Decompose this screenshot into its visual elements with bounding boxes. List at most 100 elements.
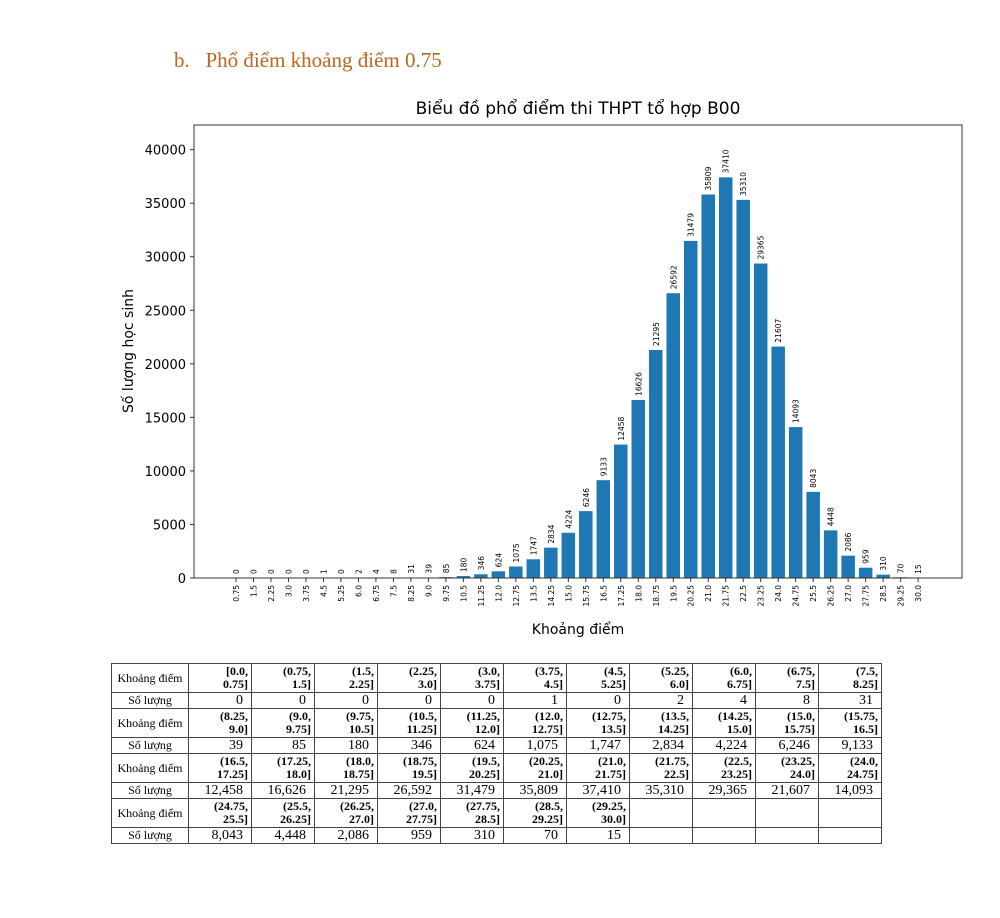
interval-bound: (8.25,: [220, 709, 248, 723]
bar-value-label: 35809: [704, 166, 713, 190]
interval-row-label: Khoảng điểm: [111, 753, 189, 783]
interval-bound: (19.5,: [472, 754, 500, 768]
y-axis-label: Số lượng học sinh: [120, 289, 137, 413]
x-tick-label: 0.75: [232, 585, 241, 602]
interval-bound: (1.5,: [352, 664, 374, 678]
count-cell: 37,410: [566, 782, 630, 799]
count-cell: 29,365: [692, 782, 756, 799]
count-row: Số lượng 39 85 180 346 624 1,075 1,747 2,834 4,22…: [111, 737, 882, 754]
interval-bound: 12.75]: [532, 722, 563, 736]
interval-bound: 4.5]: [544, 677, 563, 691]
interval-bound: (24.0,: [850, 754, 878, 768]
count-cell: 21,607: [755, 782, 819, 799]
interval-cell: (3.0, 3.75]: [440, 663, 504, 693]
interval-bound: (18.0,: [346, 754, 374, 768]
x-tick-label: 28.5: [879, 585, 888, 602]
interval-cell: (14.25, 15.0]: [692, 708, 756, 738]
interval-bound: 26.25]: [280, 812, 311, 826]
chart-title: Biểu đồ phổ điểm thi THPT tổ hợp B00: [416, 98, 741, 119]
count-cell: 0: [188, 692, 252, 709]
interval-cell: (11.25, 12.0]: [440, 708, 504, 738]
interval-bound: 13.5]: [601, 722, 626, 736]
interval-bound: (27.75,: [466, 799, 500, 813]
count-row: Số lượng 0 0 0 0 0 1 0 2 4 8 31: [111, 692, 882, 709]
x-tick-label: 2.25: [267, 585, 276, 602]
bar-value-label: 6246: [582, 488, 591, 507]
count-cell: [818, 827, 882, 844]
bar-value-label: 0: [284, 569, 293, 574]
interval-cell: (28.5, 29.25]: [503, 798, 567, 828]
interval-row: Khoảng điểm (24.75, 25.5] (25.5, 26.25] (26.2…: [111, 798, 882, 828]
interval-bound: 28.5]: [475, 812, 500, 826]
interval-bound: (26.25,: [340, 799, 374, 813]
interval-bound: 7.5]: [796, 677, 815, 691]
count-cell: 2,834: [629, 737, 693, 754]
count-cell: 26,592: [377, 782, 441, 799]
y-tick-label: 40000: [145, 144, 186, 159]
interval-cell: (9.75, 10.5]: [314, 708, 378, 738]
y-tick-label: 30000: [145, 251, 186, 266]
interval-bound: 21.0]: [538, 767, 563, 781]
x-tick-label: 15.75: [582, 585, 591, 607]
x-tick-label: 12.0: [494, 585, 503, 602]
interval-cell: (18.0, 18.75]: [314, 753, 378, 783]
bar: [876, 574, 890, 578]
bar-value-label: 1747: [529, 536, 538, 555]
count-cell: 39: [188, 737, 252, 754]
bar: [474, 574, 488, 578]
interval-row: Khoảng điểm [0.0, 0.75] (0.75, 1.5] (1.5, 2.25…: [111, 663, 882, 693]
x-tick-label: 9.75: [442, 585, 451, 602]
interval-bound: 30.0]: [601, 812, 626, 826]
count-cell: 4,448: [251, 827, 315, 844]
interval-bound: 27.0]: [349, 812, 374, 826]
count-cell: 0: [314, 692, 378, 709]
count-cell: 85: [251, 737, 315, 754]
x-tick-label: 21.75: [722, 585, 731, 607]
interval-bound: (28.5,: [535, 799, 563, 813]
count-cell: 0: [440, 692, 504, 709]
count-row-label: Số lượng: [111, 692, 189, 709]
interval-cell: (8.25, 9.0]: [188, 708, 252, 738]
interval-bound: 9.0]: [229, 722, 248, 736]
interval-bound: (14.25,: [718, 709, 752, 723]
count-cell: 35,809: [503, 782, 567, 799]
bar-value-label: 0: [267, 569, 276, 574]
interval-row: Khoảng điểm (8.25, 9.0] (9.0, 9.75] (9.75, 10.…: [111, 708, 882, 738]
score-table: Khoảng điểm [0.0, 0.75] (0.75, 1.5] (1.5, 2.25…: [111, 663, 882, 844]
x-tick-label: 17.25: [617, 585, 626, 607]
interval-bound: (22.5,: [724, 754, 752, 768]
bar-value-label: 0: [337, 569, 346, 574]
bar-value-label: 1075: [512, 543, 521, 562]
interval-cell: (19.5, 20.25]: [440, 753, 504, 783]
interval-cell: (21.75, 22.5]: [629, 753, 693, 783]
interval-row-label: Khoảng điểm: [111, 663, 189, 693]
x-tick-label: 1.5: [249, 585, 258, 597]
interval-bound: (23.25,: [781, 754, 815, 768]
interval-bound: (25.5,: [283, 799, 311, 813]
interval-cell: (6.0, 6.75]: [692, 663, 756, 693]
interval-bound: (2.25,: [409, 664, 437, 678]
bar-value-label: 4448: [827, 507, 836, 526]
count-cell: 0: [377, 692, 441, 709]
interval-cell: (21.0, 21.75]: [566, 753, 630, 783]
bar: [858, 567, 873, 578]
interval-cell: (15.0, 15.75]: [755, 708, 819, 738]
interval-bound: (20.25,: [529, 754, 563, 768]
x-tick-label: 25.5: [809, 585, 818, 602]
interval-row-label: Khoảng điểm: [111, 708, 189, 738]
x-tick-label: 15.0: [564, 585, 573, 602]
interval-bound: (7.5,: [856, 664, 878, 678]
interval-bound: (24.75,: [214, 799, 248, 813]
interval-bound: 9.75]: [286, 722, 311, 736]
interval-row: Khoảng điểm (16.5, 17.25] (17.25, 18.0] (18.0…: [111, 753, 882, 783]
x-tick-label: 16.5: [599, 585, 608, 602]
bar: [649, 349, 663, 578]
interval-bound: 22.5]: [664, 767, 689, 781]
count-cell: 0: [566, 692, 630, 709]
bar-value-label: 37410: [722, 149, 731, 173]
interval-bound: (13.5,: [661, 709, 689, 723]
interval-bound: (3.75,: [535, 664, 563, 678]
count-cell: 14,093: [818, 782, 882, 799]
x-tick-label: 27.75: [862, 585, 871, 607]
interval-bound: (29.25,: [592, 799, 626, 813]
